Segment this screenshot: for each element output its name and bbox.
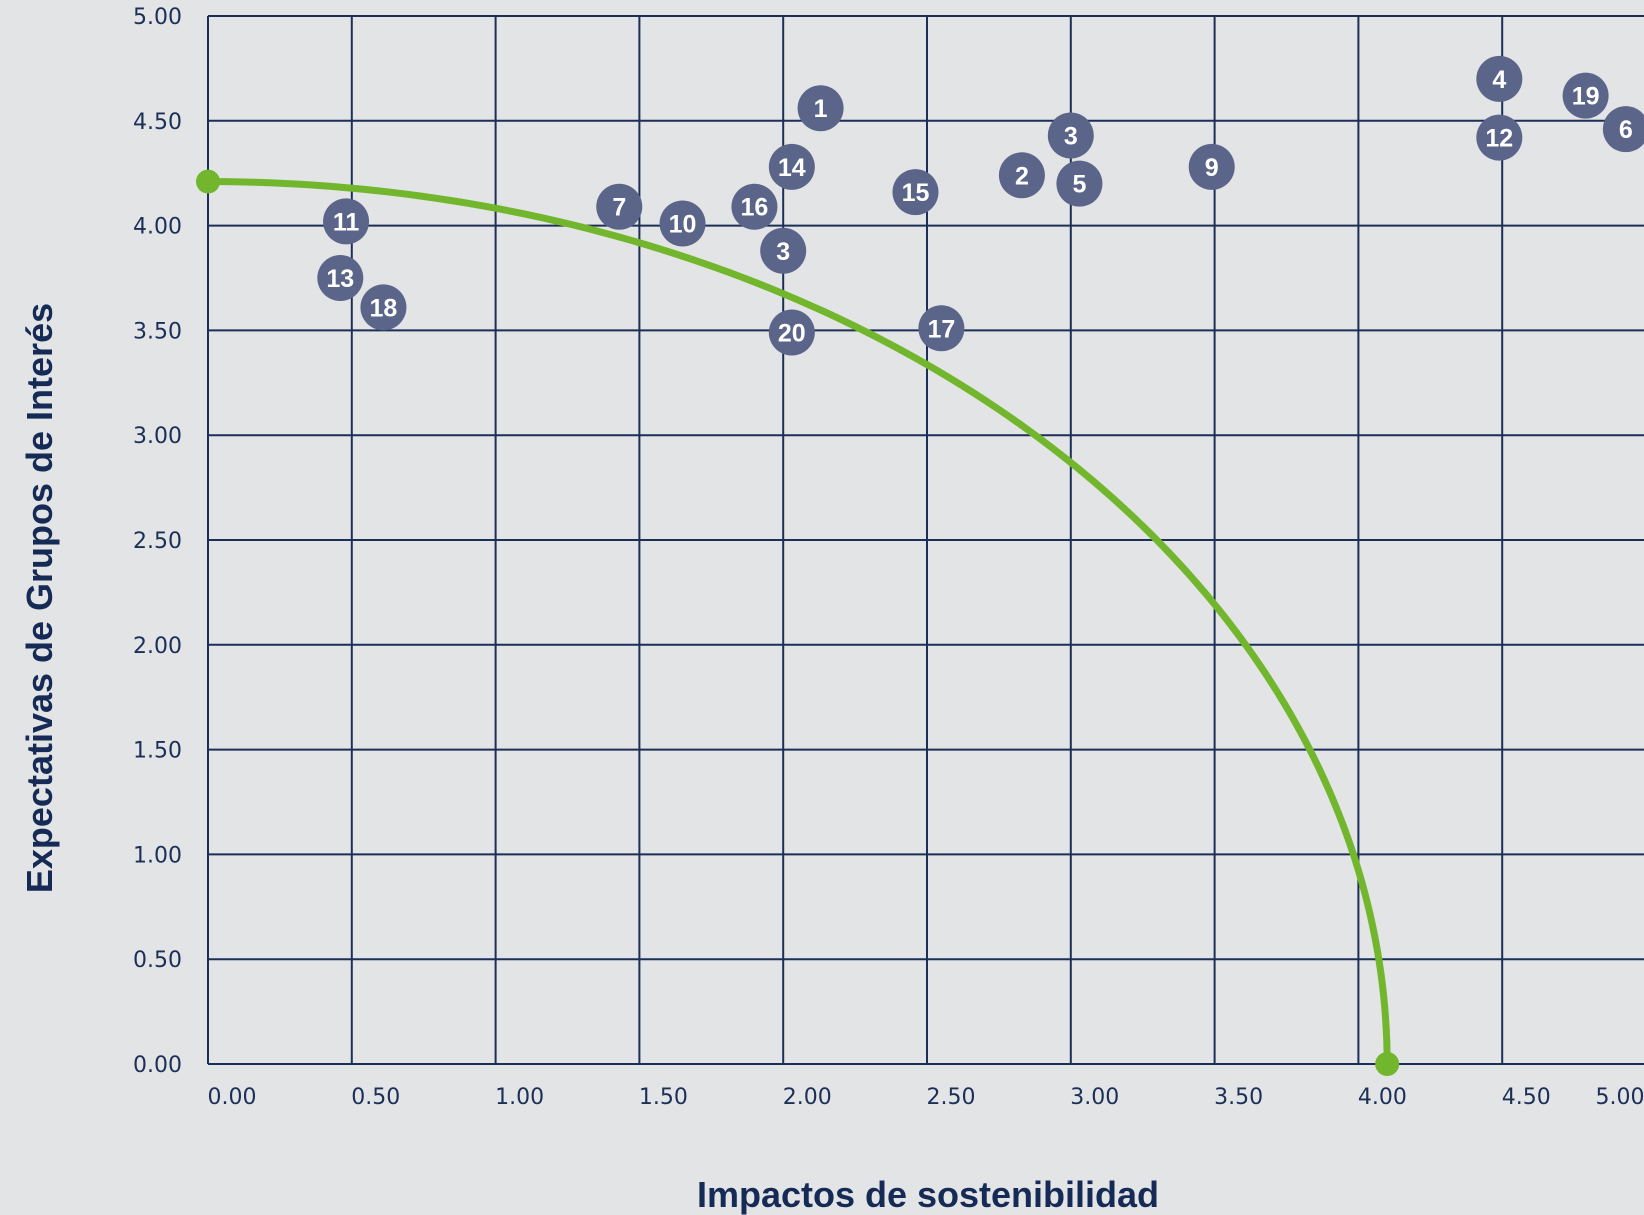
data-point-label: 10	[669, 211, 697, 239]
y-tick-label: 1.00	[133, 843, 182, 868]
data-point-marker	[1602, 106, 1644, 153]
data-point-marker	[317, 255, 364, 301]
data-point-20: 20	[768, 309, 815, 356]
data-point-marker	[768, 143, 815, 190]
x-tick-label: 4.50	[1502, 1085, 1551, 1110]
data-point-label: 14	[778, 154, 806, 182]
data-point-16: 16	[731, 183, 778, 230]
data-point-label: 11	[333, 208, 360, 236]
x-axis-title: Impactos de sostenibilidad	[697, 1174, 1159, 1215]
x-tick-label: 4.00	[1358, 1085, 1407, 1110]
data-point-2: 2	[998, 152, 1045, 199]
data-point-12: 12	[1476, 114, 1523, 161]
data-point-3: 3	[760, 227, 807, 274]
y-tick-label: 0.50	[133, 948, 182, 973]
tick-labels: 0.00 0.50 1.00 1.50 2.00 2.50 3.00 3.50 4.00 4.50…	[133, 5, 1644, 1110]
data-point-label: 2	[1015, 162, 1029, 190]
data-point-label: 19	[1572, 83, 1600, 111]
data-point-marker	[760, 227, 807, 274]
data-point-marker	[1056, 160, 1103, 207]
x-tick-label: 1.00	[495, 1085, 544, 1110]
data-point-label: 15	[902, 179, 930, 207]
y-tick-label: 4.50	[133, 110, 182, 135]
data-point-label: 5	[1072, 171, 1086, 199]
data-point-3: 3	[1047, 112, 1094, 159]
data-point-marker	[731, 183, 778, 230]
data-point-marker	[323, 198, 370, 245]
data-point-label: 3	[776, 238, 790, 266]
data-point-9: 9	[1188, 143, 1235, 190]
x-tick-label: 1.50	[639, 1085, 688, 1110]
data-point-17: 17	[918, 305, 965, 352]
y-tick-label: 2.50	[133, 529, 182, 554]
data-point-5: 5	[1056, 160, 1103, 207]
x-tick-label: 3.50	[1214, 1085, 1263, 1110]
y-tick-label: 3.50	[133, 319, 182, 344]
data-point-label: 16	[741, 194, 769, 222]
data-point-label: 1	[814, 95, 828, 123]
data-point-label: 17	[927, 315, 955, 343]
data-point-label: 7	[612, 194, 626, 222]
data-point-14: 14	[768, 143, 815, 190]
x-tick-label: 0.50	[351, 1085, 400, 1110]
data-point-label: 20	[778, 319, 806, 347]
data-point-marker	[1476, 114, 1523, 161]
data-point-marker	[1188, 143, 1235, 190]
data-point-6: 6	[1602, 106, 1644, 153]
curve-end-dot	[1375, 1052, 1400, 1076]
data-point-marker	[797, 85, 844, 132]
data-point-4: 4	[1476, 55, 1523, 102]
data-point-label: 6	[1619, 116, 1633, 144]
data-point-marker	[1047, 112, 1094, 159]
y-tick-label: 1.50	[133, 739, 182, 764]
data-point-marker	[596, 183, 643, 230]
data-point-1: 1	[797, 85, 844, 132]
data-point-label: 12	[1485, 125, 1513, 153]
data-point-19: 19	[1562, 72, 1609, 119]
data-point-11: 11	[323, 198, 370, 245]
data-point-marker	[659, 200, 706, 247]
x-tick-label: 2.50	[927, 1085, 976, 1110]
data-point-18: 18	[360, 284, 407, 331]
y-tick-label: 0.00	[133, 1053, 182, 1078]
data-point-marker	[998, 152, 1045, 199]
x-tick-label: 2.00	[783, 1085, 832, 1110]
data-point-marker	[892, 169, 939, 216]
threshold-curve-layer	[196, 169, 1400, 1076]
x-tick-label: 5.00	[1596, 1085, 1644, 1110]
data-point-marker	[1562, 72, 1609, 119]
y-tick-label: 3.00	[133, 424, 182, 449]
threshold-curve	[204, 178, 1391, 1068]
data-point-15: 15	[892, 169, 939, 216]
y-tick-label: 5.00	[133, 5, 182, 30]
data-point-label: 13	[326, 265, 354, 293]
x-tick-label: 0.00	[208, 1085, 257, 1110]
data-point-10: 10	[659, 200, 706, 247]
data-point-label: 9	[1205, 154, 1219, 182]
y-tick-label: 2.00	[133, 634, 182, 659]
data-point-marker	[1476, 55, 1523, 102]
y-tick-label: 4.00	[133, 215, 182, 240]
data-point-marker	[360, 284, 407, 331]
data-point-label: 3	[1064, 122, 1078, 150]
y-axis-title: Expectativas de Grupos de Interés	[19, 303, 60, 893]
data-point-label: 4	[1492, 66, 1506, 94]
data-point-13: 13	[317, 255, 364, 301]
data-point-label: 18	[370, 294, 398, 322]
data-point-7: 7	[596, 183, 643, 230]
x-tick-label: 3.00	[1070, 1085, 1119, 1110]
data-point-marker	[768, 309, 815, 356]
data-point-marker	[918, 305, 965, 352]
curve-start-dot	[196, 169, 220, 194]
